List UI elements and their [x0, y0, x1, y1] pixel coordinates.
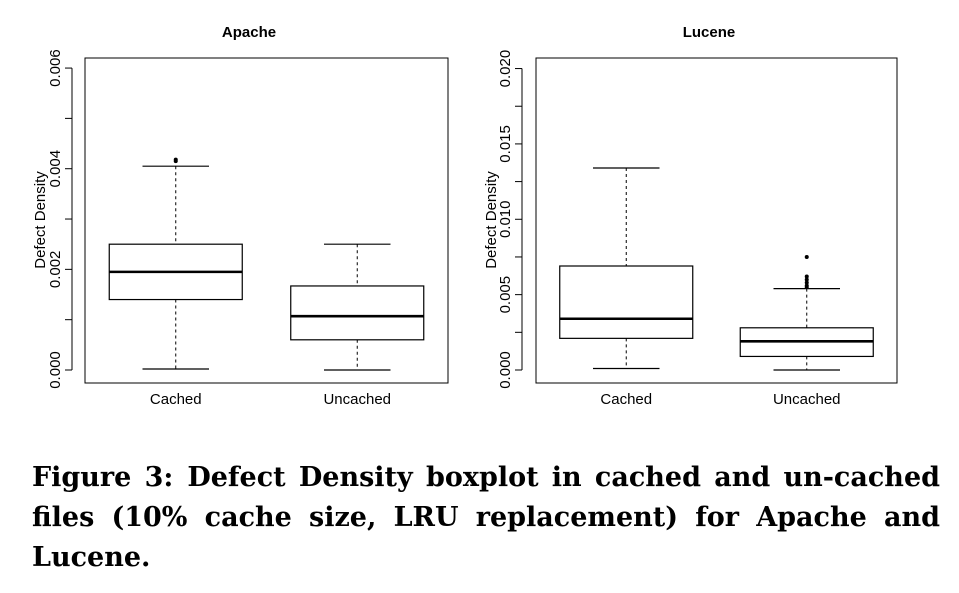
outlier-point	[173, 157, 178, 162]
box-uncached	[290, 243, 425, 371]
figure-charts: Apache 0.000 0.002 0.004 0.006 Defect Density…	[32, 24, 898, 408]
chart-panel-apache: Apache 0.000 0.002 0.004 0.006 Defect Density…	[32, 24, 449, 408]
caption-label: Figure 3:	[32, 462, 174, 493]
y-tick-label: 0.015	[497, 125, 514, 163]
plot-frame	[535, 57, 898, 384]
chart-title: Lucene	[683, 24, 736, 41]
chart-title: Apache	[222, 24, 276, 41]
y-axis-label: Defect Density	[32, 171, 49, 269]
y-tick-label: 0.010	[497, 201, 514, 239]
iqr-box	[290, 285, 425, 341]
y-tick-label: 0.000	[47, 351, 64, 389]
x-category-label-uncached: Uncached	[323, 391, 391, 408]
caption-text: Defect Density boxplot in cached and un-…	[32, 462, 940, 573]
box-cached	[559, 167, 694, 370]
outlier-point	[804, 254, 809, 259]
y-tick-label: 0.005	[497, 276, 514, 314]
y-tick-label: 0.002	[47, 251, 64, 289]
figure-caption: Figure 3: Defect Density boxplot in cache…	[32, 458, 940, 578]
plot-frame	[84, 57, 449, 384]
outlier-point	[804, 274, 809, 279]
outlier-point	[804, 277, 809, 282]
x-category-label-cached: Cached	[150, 391, 202, 408]
outlier-point	[804, 280, 809, 285]
y-tick-label: 0.004	[47, 150, 64, 188]
box-cached	[108, 157, 243, 370]
y-tick-label: 0.000	[497, 351, 514, 389]
y-tick-label: 0.020	[497, 50, 514, 88]
box-uncached	[739, 254, 874, 371]
outlier-point	[804, 283, 809, 288]
y-axis-label: Defect Density	[483, 171, 500, 269]
x-category-label-uncached: Uncached	[773, 391, 841, 408]
x-category-label-cached: Cached	[600, 391, 652, 408]
iqr-box	[559, 265, 694, 339]
y-tick-label: 0.006	[47, 49, 64, 87]
chart-panel-lucene: Lucene 0.000 0.005 0.010 0.015 0.020 Defect De…	[483, 24, 898, 408]
